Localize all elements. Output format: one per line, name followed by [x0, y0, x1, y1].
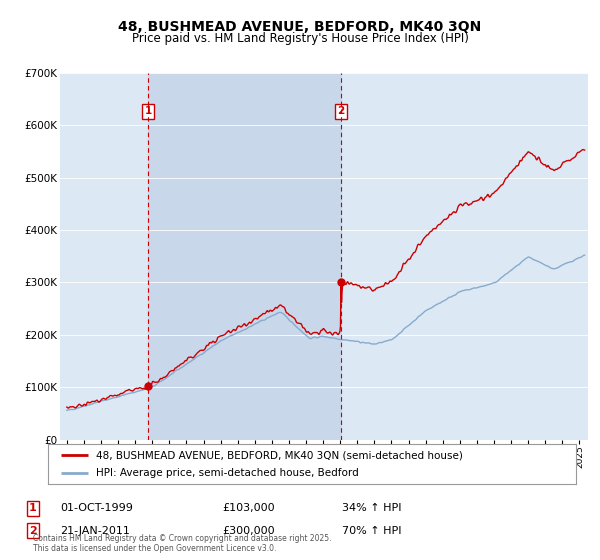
- Text: £300,000: £300,000: [222, 526, 275, 536]
- Text: 70% ↑ HPI: 70% ↑ HPI: [342, 526, 401, 536]
- Text: Price paid vs. HM Land Registry's House Price Index (HPI): Price paid vs. HM Land Registry's House …: [131, 32, 469, 45]
- Bar: [148, 73, 341, 440]
- Text: 2: 2: [338, 106, 345, 116]
- Text: 21-JAN-2011: 21-JAN-2011: [60, 526, 130, 536]
- Text: 48, BUSHMEAD AVENUE, BEDFORD, MK40 3QN: 48, BUSHMEAD AVENUE, BEDFORD, MK40 3QN: [118, 20, 482, 34]
- Text: 01-OCT-1999: 01-OCT-1999: [60, 503, 133, 514]
- Text: HPI: Average price, semi-detached house, Bedford: HPI: Average price, semi-detached house,…: [95, 468, 358, 478]
- Text: Contains HM Land Registry data © Crown copyright and database right 2025.
This d: Contains HM Land Registry data © Crown c…: [33, 534, 331, 553]
- Text: 1: 1: [29, 503, 37, 514]
- Text: 34% ↑ HPI: 34% ↑ HPI: [342, 503, 401, 514]
- Text: 48, BUSHMEAD AVENUE, BEDFORD, MK40 3QN (semi-detached house): 48, BUSHMEAD AVENUE, BEDFORD, MK40 3QN (…: [95, 450, 463, 460]
- Text: 2: 2: [29, 526, 37, 536]
- Text: £103,000: £103,000: [222, 503, 275, 514]
- Text: 1: 1: [145, 106, 152, 116]
